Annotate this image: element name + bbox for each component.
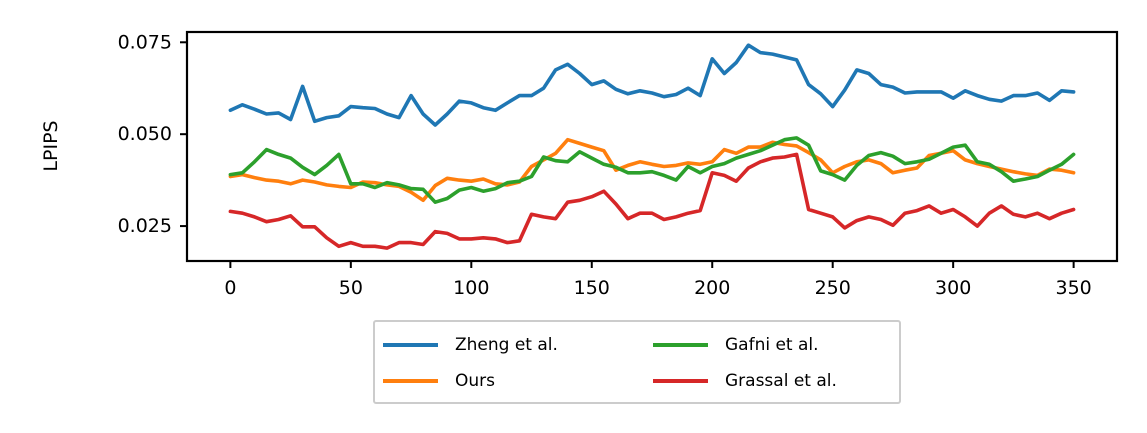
x-tick-label: 0 (224, 277, 236, 299)
y-axis-title: LPIPS (40, 120, 62, 171)
y-tick-label: 0.025 (118, 215, 172, 237)
y-axis: 0.025 0.050 0.075 (118, 31, 187, 237)
series-line-2 (228, 136, 1076, 204)
x-tick-label: 50 (339, 277, 363, 299)
legend-frame (373, 320, 901, 404)
legend: Zheng et al. Ours Gafni et al. Grassal et a… (373, 320, 901, 404)
x-tick-label: 300 (935, 277, 971, 299)
x-tick-label: 350 (1055, 277, 1091, 299)
series-line-3 (228, 152, 1076, 250)
series-layer (228, 43, 1076, 250)
plot-frame (185, 30, 1119, 263)
x-axis: 0 50 100 150 200 250 300 350 (224, 261, 1092, 299)
x-tick-label: 200 (694, 277, 730, 299)
series-line-0 (228, 43, 1076, 127)
y-tick-label: 0.075 (118, 31, 172, 53)
y-tick-label: 0.050 (118, 123, 172, 145)
legend-label: Grassal et al. (725, 371, 837, 391)
x-tick-label: 150 (574, 277, 610, 299)
legend-label: Ours (455, 371, 495, 391)
legend-label: Zheng et al. (455, 335, 558, 355)
x-tick-label: 100 (453, 277, 489, 299)
x-tick-label: 250 (815, 277, 851, 299)
series-line-1 (228, 137, 1076, 203)
legend-label: Gafni et al. (725, 335, 819, 355)
